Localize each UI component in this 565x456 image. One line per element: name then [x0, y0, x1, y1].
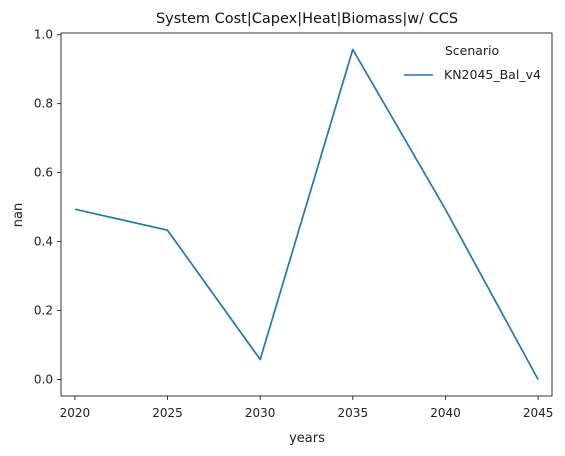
x-tick-label: 2020 — [60, 406, 91, 420]
x-axis: 2020 2025 2030 2035 2040 2045 — [60, 396, 554, 420]
legend: Scenario KN2045_Bal_v4 — [404, 43, 541, 82]
y-tick-label: 0.4 — [34, 235, 53, 249]
chart-title: System Cost|Capex|Heat|Biomass|w/ CCS — [156, 11, 458, 27]
y-tick-label: 0.0 — [34, 372, 53, 386]
y-tick-label: 0.2 — [34, 304, 53, 318]
x-axis-label: years — [289, 431, 325, 446]
series-layer — [74, 48, 539, 380]
y-tick-label: 0.8 — [34, 97, 53, 111]
y-tick-label: 0.6 — [34, 166, 53, 180]
x-tick-label: 2035 — [338, 406, 369, 420]
plot-frame — [60, 32, 553, 397]
x-tick-label: 2030 — [245, 406, 276, 420]
y-axis: 0.0 0.2 0.4 0.6 0.8 1.0 — [34, 28, 61, 386]
y-tick-label: 1.0 — [34, 28, 53, 42]
legend-title: Scenario — [445, 43, 499, 58]
series-line — [74, 48, 539, 380]
legend-entry-label: KN2045_Bal_v4 — [444, 67, 541, 82]
y-axis-label: nan — [11, 203, 26, 227]
x-tick-label: 2045 — [523, 406, 554, 420]
x-tick-label: 2040 — [430, 406, 461, 420]
x-tick-label: 2025 — [152, 406, 183, 420]
